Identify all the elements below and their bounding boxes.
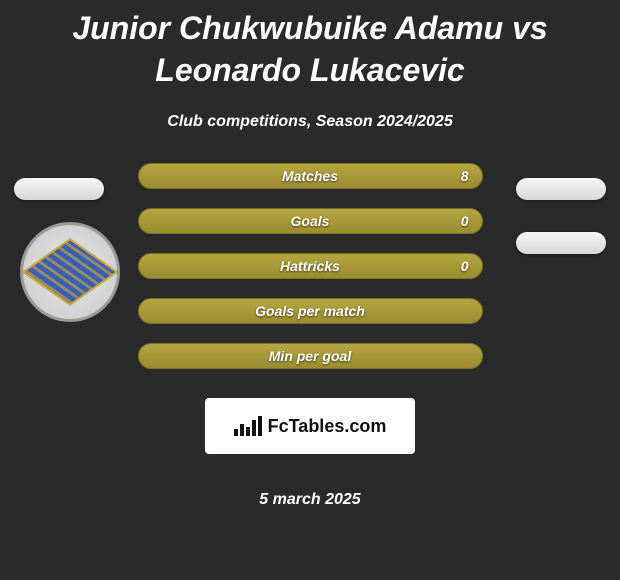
stat-row-matches: Matches 8 <box>138 163 483 189</box>
stat-row-goals-per-match: Goals per match <box>138 298 483 324</box>
stat-row-hattricks: Hattricks 0 <box>138 253 483 279</box>
stat-label: Goals <box>138 208 483 234</box>
branding-box: FcTables.com <box>205 398 415 454</box>
subtitle: Club competitions, Season 2024/2025 <box>0 113 620 131</box>
branding-text: FcTables.com <box>268 416 387 437</box>
stat-row-min-per-goal: Min per goal <box>138 343 483 369</box>
stat-label: Goals per match <box>138 298 483 324</box>
stat-label: Hattricks <box>138 253 483 279</box>
bar-chart-icon <box>234 416 262 436</box>
page-title: Junior Chukwubuike Adamu vs Leonardo Luk… <box>0 0 620 95</box>
date-text: 5 march 2025 <box>259 491 360 509</box>
stat-value: 0 <box>461 253 469 279</box>
stat-label: Matches <box>138 163 483 189</box>
stats-container: Matches 8 Goals 0 Hattricks 0 Goals per … <box>0 163 620 509</box>
stat-label: Min per goal <box>138 343 483 369</box>
stat-row-goals: Goals 0 <box>138 208 483 234</box>
stat-value: 0 <box>461 208 469 234</box>
stat-value: 8 <box>461 163 469 189</box>
